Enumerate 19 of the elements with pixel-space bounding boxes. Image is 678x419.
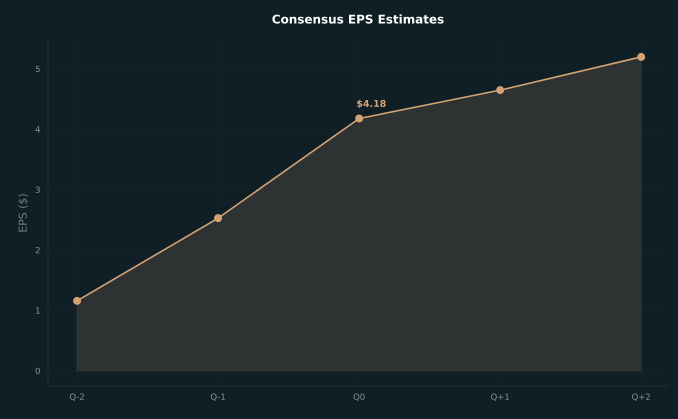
x-tick-label: Q-2 [70,394,84,401]
y-tick-label: 2 [36,246,40,254]
point [637,52,646,61]
y-tick-label: 5 [36,66,40,72]
chart-title: Consensus EPS Estimates [272,14,444,24]
y-tick-label: 3 [36,186,40,193]
point [355,114,364,122]
x-tick-label: Q+1 [491,394,509,401]
point [496,86,504,94]
y-tick-label: 0 [36,368,40,374]
annotation: $4.18 [357,100,386,108]
x-tick-label: Q0 [354,394,365,401]
x-tick-label: Q-1 [210,394,225,401]
y-tick-label: 1 [36,307,40,314]
point [214,214,222,222]
y-axis-title: EPS ($) [18,194,28,232]
point [73,296,82,305]
y-tick-label: 4 [36,126,40,132]
x-tick-label: Q+2 [632,394,650,401]
